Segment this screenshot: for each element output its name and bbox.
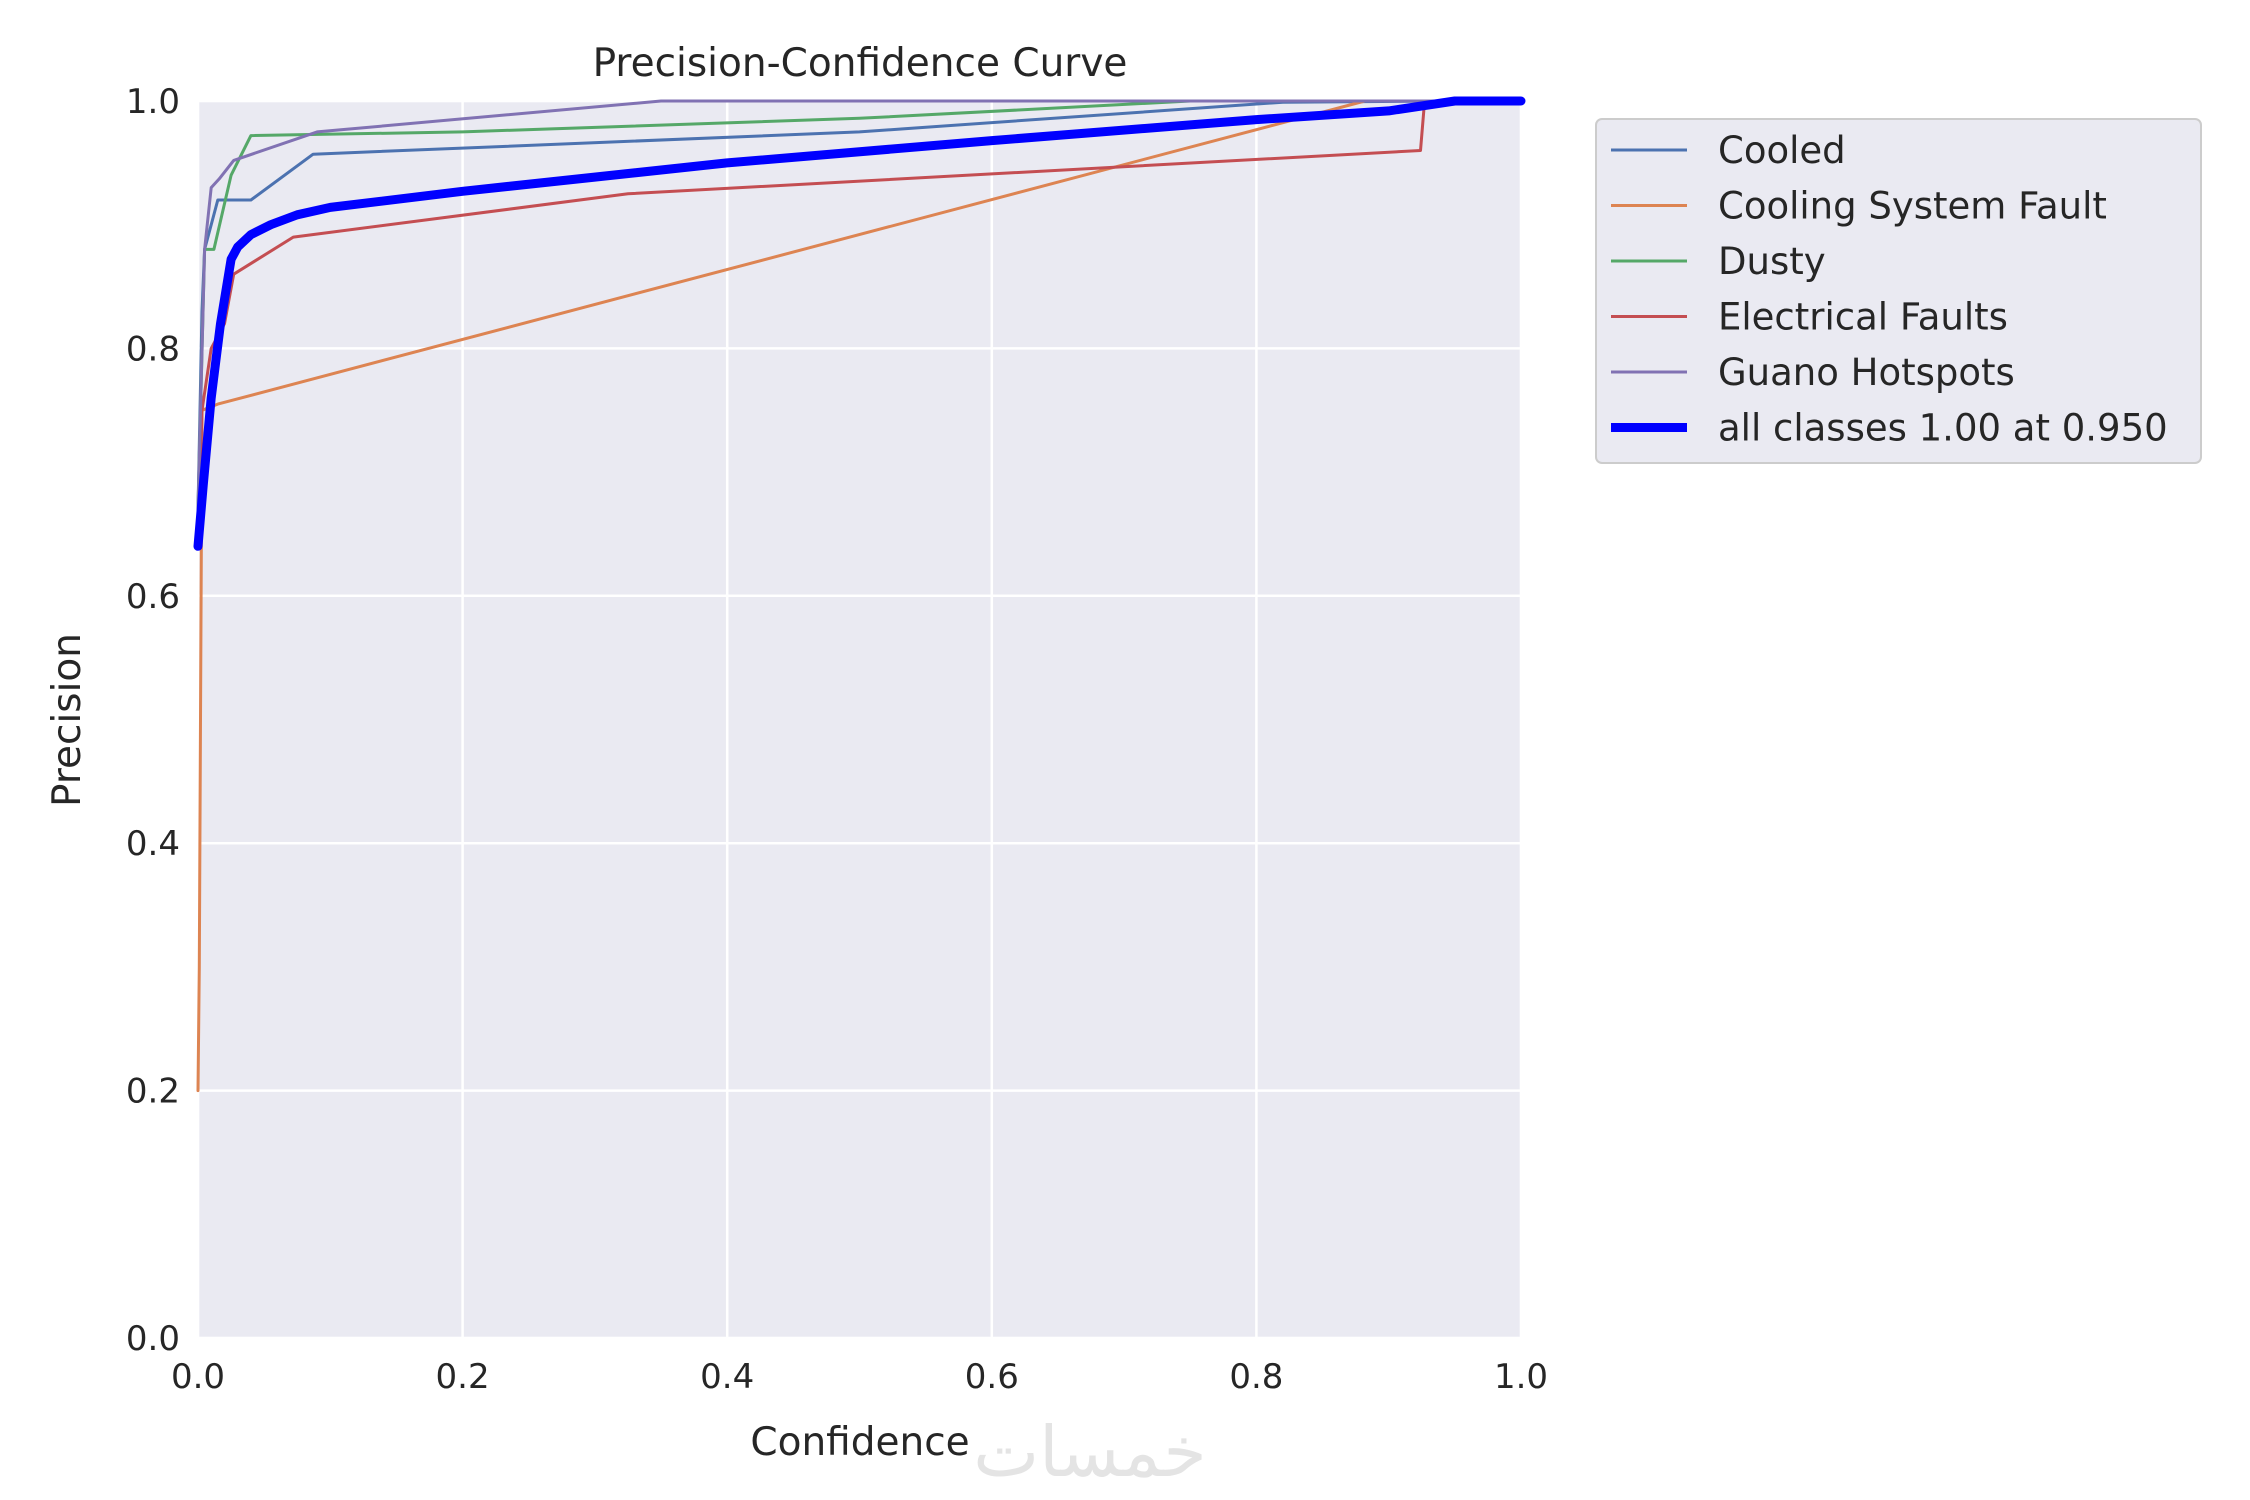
series-lines	[193, 96, 1526, 1093]
legend-box	[1595, 118, 2202, 464]
legend-label: Guano Hotspots	[1718, 351, 2015, 394]
y-tick-label: 0.8	[126, 329, 180, 369]
chart-title: Precision-Confidence Curve	[593, 41, 1128, 86]
y-tick-label: 0.6	[126, 577, 180, 617]
legend-label: Dusty	[1718, 240, 1826, 283]
x-tick-label: 0.0	[171, 1357, 225, 1397]
legend-label: Electrical Faults	[1718, 296, 2008, 339]
x-axis-ticks: 0.0 0.2 0.4 0.6 0.8 1.0	[171, 1357, 1548, 1397]
x-tick-label: 0.4	[700, 1357, 754, 1397]
series-line-guano-hotspots	[196, 99, 1523, 511]
watermark: خمسات	[973, 1411, 1206, 1493]
series-line-dusty	[196, 99, 1523, 511]
y-tick-label: 0.2	[126, 1072, 180, 1112]
legend-label: all classes 1.00 at 0.950	[1718, 407, 2168, 450]
x-tick-label: 0.8	[1229, 1357, 1283, 1397]
legend: Cooled Cooling System Fault Dusty Electrica…	[1595, 118, 2202, 464]
y-tick-label: 0.4	[126, 824, 180, 864]
plot-area-background	[198, 101, 1521, 1338]
x-tick-label: 0.6	[965, 1357, 1019, 1397]
x-axis-title: Confidence	[750, 1420, 969, 1465]
series-line-electrical-faults	[196, 99, 1523, 548]
y-axis-ticks: 0.0 0.2 0.4 0.6 0.8 1.0	[126, 82, 180, 1359]
y-axis-title: Precision	[45, 633, 90, 807]
grid-lines	[196, 99, 1523, 1340]
y-tick-label: 1.0	[126, 82, 180, 122]
series-line-all-classes-1-00-at-0-950	[193, 96, 1526, 551]
legend-label: Cooled	[1718, 129, 1846, 172]
y-tick-label: 0.0	[126, 1319, 180, 1359]
x-tick-label: 1.0	[1494, 1357, 1548, 1397]
x-tick-label: 0.2	[436, 1357, 490, 1397]
legend-label: Cooling System Fault	[1718, 185, 2107, 228]
